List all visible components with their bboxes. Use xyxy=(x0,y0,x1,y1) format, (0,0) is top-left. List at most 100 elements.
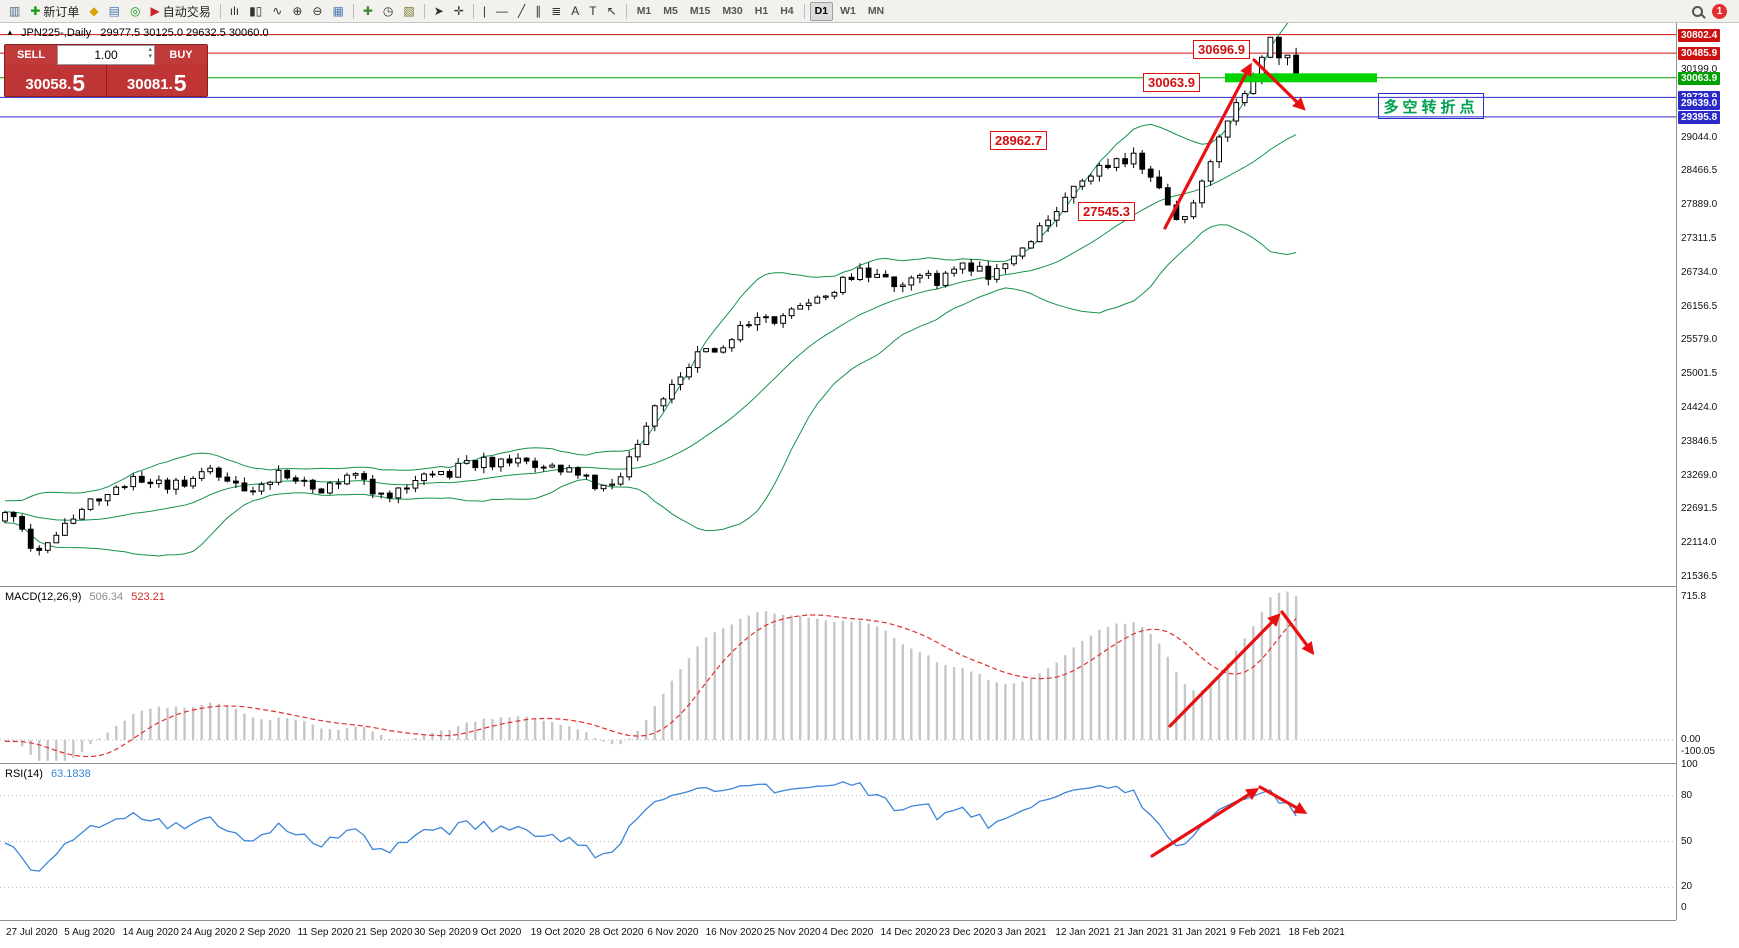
templates-icon[interactable]: ▧ xyxy=(399,2,418,21)
trendline-icon-glyph: ╱ xyxy=(517,4,526,18)
buy-price-button[interactable]: 30081. 5 xyxy=(106,65,207,96)
macd-signal-value: 523.21 xyxy=(131,591,165,603)
timeframe-m5-button[interactable]: M5 xyxy=(658,2,683,21)
toolbar-divider xyxy=(625,3,627,19)
timeframe-mn-button-label: MN xyxy=(867,5,885,17)
date-label: 28 Oct 2020 xyxy=(589,927,644,938)
cursor-icon[interactable]: ➤ xyxy=(430,2,448,21)
new-order-button[interactable]: ✚ 新订单 xyxy=(26,2,83,21)
text-icon[interactable]: A xyxy=(567,2,583,21)
sell-price-fraction: 5 xyxy=(72,70,86,96)
buy-price-fraction: 5 xyxy=(173,70,187,96)
price-annotation[interactable]: 30063.9 xyxy=(1143,73,1200,92)
collapse-panel-icon[interactable]: ▲ xyxy=(6,28,14,37)
periods-icon[interactable]: ◷ xyxy=(379,2,397,21)
price-scale-tick: -100.05 xyxy=(1681,746,1715,757)
price-scale-tick: 23269.0 xyxy=(1681,469,1718,481)
line-chart-mode-icon-glyph: ∿ xyxy=(272,4,283,18)
arrows-icon-glyph: ↖ xyxy=(606,4,617,18)
zoom-out-icon[interactable]: ⊖ xyxy=(308,2,326,21)
price-scale-tick: 23846.5 xyxy=(1681,435,1718,447)
price-scale-tick: 21536.5 xyxy=(1681,571,1718,582)
text-icon-glyph: A xyxy=(571,4,580,18)
price-scale-marker: 29395.8 xyxy=(1678,110,1721,124)
timeframe-h4-button[interactable]: H4 xyxy=(775,2,798,21)
tile-windows-icon-glyph: ▦ xyxy=(332,4,344,18)
timeframe-d1-button[interactable]: D1 xyxy=(809,1,834,21)
buy-button[interactable]: BUY xyxy=(155,45,207,65)
chart-title: ▲ JPN225-,Daily 29977.5 30125.0 29632.5 … xyxy=(6,27,269,39)
label-icon[interactable]: T xyxy=(585,2,600,21)
lot-down-icon[interactable]: ▾ xyxy=(148,53,152,60)
crosshair-icon[interactable]: ✛ xyxy=(450,2,468,21)
date-label: 31 Jan 2021 xyxy=(1172,927,1228,938)
bar-chart-mode-icon[interactable]: ılı xyxy=(226,2,243,21)
date-label: 14 Dec 2020 xyxy=(880,927,938,938)
timeframe-m30-button-label: M30 xyxy=(722,5,743,17)
price-scale-tick: 29044.0 xyxy=(1681,131,1718,143)
panel-divider[interactable] xyxy=(0,586,1739,587)
price-scale-tick: 22691.5 xyxy=(1681,503,1718,515)
price-scale[interactable]: 30199.0 29044.0 28466.5 27889.0 27311.5 26734… xyxy=(1676,23,1739,920)
templates-icon-glyph: ▧ xyxy=(403,4,415,18)
candlestick-mode-icon[interactable]: ▮▯ xyxy=(245,2,266,21)
price-scale-tick: 20 xyxy=(1681,881,1693,893)
toolbar-divider xyxy=(352,3,354,19)
chart-window-icon[interactable]: ▥ xyxy=(5,2,24,21)
auto-trading-glyph: ▶ xyxy=(150,4,160,18)
zoom-in-icon[interactable]: ⊕ xyxy=(288,2,306,21)
arrows-icon[interactable]: ↖ xyxy=(603,2,621,21)
sell-button[interactable]: SELL xyxy=(5,45,57,65)
lot-up-icon[interactable]: ▴ xyxy=(148,46,152,53)
trendline-icon[interactable]: ╱ xyxy=(514,2,529,21)
indicators-icon[interactable]: ✚ xyxy=(359,2,377,21)
fibonacci-icon[interactable]: ≣ xyxy=(547,2,565,21)
date-label: 21 Sep 2020 xyxy=(355,927,413,938)
line-chart-mode-icon[interactable]: ∿ xyxy=(268,2,286,21)
tile-windows-icon[interactable]: ▦ xyxy=(328,2,347,21)
lot-size-field[interactable]: 1.00 ▴ ▾ xyxy=(57,45,155,65)
turning-point-note[interactable]: 多空转折点 xyxy=(1378,93,1484,119)
price-annotation[interactable]: 28962.7 xyxy=(990,131,1047,150)
label-icon-glyph: T xyxy=(589,4,597,18)
panel-divider[interactable] xyxy=(0,763,1739,764)
timeframe-mn-button[interactable]: MN xyxy=(863,2,889,21)
date-label: 3 Jan 2021 xyxy=(997,927,1047,938)
date-label: 16 Nov 2020 xyxy=(705,927,763,938)
price-scale-tick: 27889.0 xyxy=(1681,199,1718,211)
timeframe-m1-button[interactable]: M1 xyxy=(632,2,657,21)
new-order-glyph: ✚ xyxy=(30,4,41,18)
strategy-tester-icon[interactable]: ◎ xyxy=(126,2,144,21)
channel-icon[interactable]: ∥ xyxy=(531,2,545,21)
channel-icon-glyph: ∥ xyxy=(535,4,542,18)
sell-price-button[interactable]: 30058. 5 xyxy=(5,65,107,96)
auto-trading-button[interactable]: ▶ 自动交易 xyxy=(146,2,214,21)
price-scale-tick: 50 xyxy=(1681,835,1693,847)
price-scale-tick: 0 xyxy=(1681,902,1687,913)
vertical-line-icon[interactable]: | xyxy=(479,2,490,21)
timeframe-w1-button[interactable]: W1 xyxy=(835,2,861,21)
timeframe-m1-button-label: M1 xyxy=(636,5,652,17)
chart-window-icon-glyph: ▥ xyxy=(9,4,21,18)
terminal-icon[interactable]: ▤ xyxy=(105,2,124,21)
date-label: 24 Aug 2020 xyxy=(180,927,238,938)
notification-badge[interactable]: 1 xyxy=(1712,3,1727,19)
price-scale-tick: 25001.5 xyxy=(1681,368,1718,380)
price-scale-tick: 715.8 xyxy=(1681,590,1707,602)
timeframe-m15-button[interactable]: M15 xyxy=(685,2,715,21)
toolbar-right: 1 xyxy=(1692,3,1735,19)
strategy-tester-icon-glyph: ◎ xyxy=(130,4,141,18)
bar-chart-mode-icon-glyph: ılı xyxy=(229,4,240,18)
metaeditor-icon[interactable]: ◆ xyxy=(85,2,102,21)
macd-name: MACD(12,26,9) xyxy=(5,591,82,603)
price-annotation[interactable]: 27545.3 xyxy=(1078,202,1135,221)
price-scale-tick: 26734.0 xyxy=(1681,266,1718,278)
timeframe-h1-button[interactable]: H1 xyxy=(750,2,773,21)
horizontal-line-icon[interactable]: — xyxy=(492,2,512,21)
search-icon[interactable] xyxy=(1692,5,1703,17)
price-annotation[interactable]: 30696.9 xyxy=(1193,40,1250,59)
timeframe-m30-button[interactable]: M30 xyxy=(717,2,747,21)
time-scale[interactable]: 27 Jul 2020 5 Aug 2020 14 Aug 2020 24 Aug 2… xyxy=(0,920,1676,948)
